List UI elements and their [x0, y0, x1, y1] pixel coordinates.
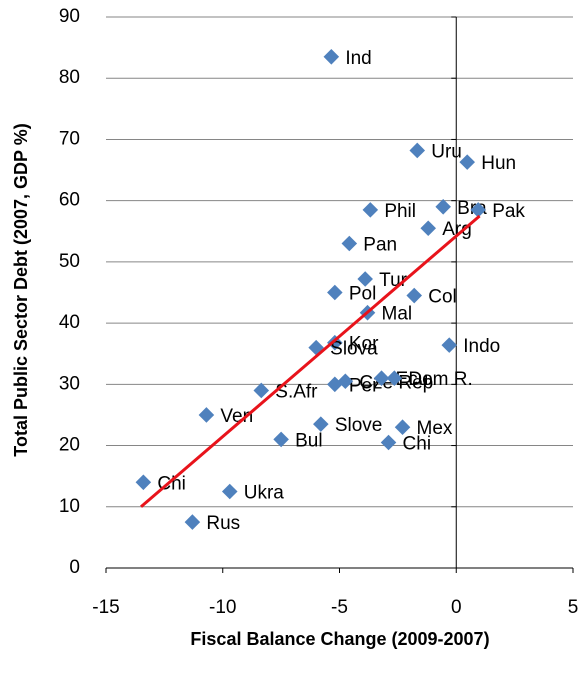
point-label: Uru	[431, 141, 462, 162]
point-label: Kor	[349, 334, 379, 355]
trendline	[140, 214, 481, 508]
point	[441, 337, 458, 353]
point	[409, 142, 426, 159]
x-tick-label: 0	[451, 597, 462, 618]
point	[406, 287, 422, 304]
point-label: Pan	[363, 235, 397, 256]
point	[327, 284, 343, 301]
point	[380, 434, 397, 451]
x-axis-title: Fiscal Balance Change (2009-2007)	[190, 629, 489, 649]
point-label: Dom R.	[408, 369, 472, 390]
point-label: Slova	[330, 339, 378, 360]
point	[184, 514, 201, 530]
point-label: Ven	[220, 406, 253, 427]
y-tick-label: 10	[59, 496, 80, 517]
point	[459, 154, 476, 170]
y-tick-label: 0	[69, 557, 80, 578]
point	[198, 407, 215, 423]
point	[470, 202, 486, 218]
y-tick-label: 40	[59, 312, 80, 333]
point	[362, 202, 379, 218]
point-label: Ind	[345, 48, 371, 69]
point-label: Phil	[384, 201, 416, 222]
point-label: Arg	[442, 219, 472, 240]
point	[135, 474, 152, 491]
y-tick-label: 90	[59, 6, 80, 27]
x-tick-label: -10	[209, 597, 236, 618]
point	[221, 483, 238, 500]
point-label: Chi	[157, 473, 186, 494]
y-tick-label: 80	[59, 67, 80, 88]
y-axis-title: Total Public Sector Debt (2007, GDP %)	[11, 123, 31, 456]
point-label: S.Afr	[275, 381, 318, 402]
point-label: Pak	[492, 201, 525, 222]
point-label: Per	[349, 375, 379, 396]
point	[435, 199, 451, 215]
point-label: Hun	[481, 153, 516, 174]
point	[323, 49, 340, 65]
x-tick-label: -5	[331, 597, 348, 618]
point-label: Col	[428, 287, 457, 308]
point-label: Chi	[403, 434, 432, 455]
point-label: Ecu	[396, 369, 429, 390]
y-tick-label: 20	[59, 435, 80, 456]
point-label: Slove	[335, 415, 383, 436]
point-label: Bul	[295, 430, 322, 451]
point-label: Pol	[349, 284, 376, 305]
y-tick-label: 60	[59, 190, 80, 211]
point	[341, 235, 358, 252]
point	[420, 220, 437, 236]
point-label: Indo	[463, 336, 500, 357]
point-label: Ukra	[244, 482, 285, 503]
point-label: Rus	[206, 513, 240, 534]
x-tick-label: -15	[92, 597, 119, 618]
y-tick-label: 50	[59, 251, 80, 272]
point	[273, 431, 289, 448]
point-label: Mex	[417, 418, 453, 439]
point-label: Mal	[382, 304, 413, 325]
y-tick-label: 70	[59, 128, 80, 149]
y-tick-label: 30	[59, 373, 80, 394]
point	[253, 382, 270, 399]
x-tick-label: 5	[568, 597, 579, 618]
